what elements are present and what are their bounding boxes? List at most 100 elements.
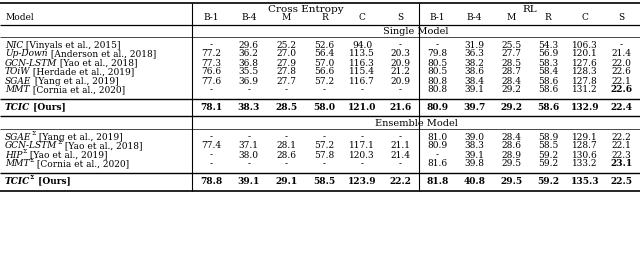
Text: 28.5: 28.5 (276, 102, 298, 112)
Text: 78.8: 78.8 (200, 176, 222, 185)
Text: [Vinyals et al., 2015]: [Vinyals et al., 2015] (23, 41, 121, 50)
Text: 123.9: 123.9 (348, 176, 376, 185)
Text: 35.5: 35.5 (239, 67, 259, 76)
Text: 22.6: 22.6 (611, 85, 633, 95)
Text: Σ: Σ (29, 158, 34, 163)
Text: 59.2: 59.2 (538, 150, 558, 159)
Text: 37.1: 37.1 (239, 141, 259, 150)
Text: SGAE: SGAE (5, 133, 31, 141)
Text: [Yao et al., 2019]: [Yao et al., 2019] (27, 150, 108, 159)
Text: 27.8: 27.8 (276, 67, 296, 76)
Text: 76.6: 76.6 (201, 67, 221, 76)
Text: 38.4: 38.4 (464, 76, 484, 85)
Text: [Ours]: [Ours] (30, 102, 66, 112)
Text: -: - (620, 41, 623, 50)
Text: -: - (209, 133, 212, 141)
Text: 121.0: 121.0 (348, 102, 376, 112)
Text: -: - (361, 159, 364, 169)
Text: Ensemble Model: Ensemble Model (374, 118, 458, 127)
Text: 22.2: 22.2 (612, 133, 632, 141)
Text: 120.3: 120.3 (349, 150, 375, 159)
Text: GCN-LSTM: GCN-LSTM (5, 59, 58, 67)
Text: -: - (399, 85, 401, 95)
Text: 22.3: 22.3 (612, 150, 632, 159)
Text: [Herdade et al., 2019]: [Herdade et al., 2019] (31, 67, 135, 76)
Text: 29.5: 29.5 (501, 159, 521, 169)
Text: 39.8: 39.8 (464, 159, 484, 169)
Text: -: - (436, 41, 439, 50)
Text: 58.4: 58.4 (538, 67, 558, 76)
Text: 78.1: 78.1 (200, 102, 222, 112)
Text: 80.9: 80.9 (426, 102, 449, 112)
Text: 58.3: 58.3 (538, 59, 558, 67)
Text: S: S (618, 13, 625, 21)
Text: 25.2: 25.2 (276, 41, 296, 50)
Text: 81.0: 81.0 (428, 133, 447, 141)
Text: 127.6: 127.6 (572, 59, 598, 67)
Text: -: - (323, 159, 326, 169)
Text: 22.0: 22.0 (612, 59, 632, 67)
Text: 36.3: 36.3 (464, 50, 484, 59)
Text: 28.4: 28.4 (501, 76, 521, 85)
Text: 23.1: 23.1 (611, 159, 633, 169)
Text: 38.0: 38.0 (239, 150, 259, 159)
Text: TCIC: TCIC (5, 176, 30, 185)
Text: B-1: B-1 (203, 13, 219, 21)
Text: MMT: MMT (5, 85, 29, 95)
Text: M: M (506, 13, 516, 21)
Text: 132.9: 132.9 (570, 102, 599, 112)
Text: 59.2: 59.2 (537, 176, 559, 185)
Text: 58.5: 58.5 (314, 176, 335, 185)
Text: 28.7: 28.7 (501, 67, 521, 76)
Text: Σ: Σ (31, 131, 36, 136)
Text: 58.6: 58.6 (538, 85, 558, 95)
Text: 80.8: 80.8 (428, 85, 447, 95)
Text: 57.2: 57.2 (314, 141, 335, 150)
Text: 58.0: 58.0 (314, 102, 335, 112)
Text: 128.3: 128.3 (572, 67, 598, 76)
Text: TOiW: TOiW (5, 67, 31, 76)
Text: 21.4: 21.4 (612, 50, 632, 59)
Text: -: - (247, 85, 250, 95)
Text: 21.4: 21.4 (390, 150, 410, 159)
Text: NIC: NIC (5, 41, 23, 50)
Text: C: C (581, 13, 588, 21)
Text: [Yao et al., 2018]: [Yao et al., 2018] (58, 59, 138, 67)
Text: -: - (247, 133, 250, 141)
Text: -: - (285, 133, 288, 141)
Text: -: - (285, 85, 288, 95)
Text: 22.2: 22.2 (389, 176, 411, 185)
Text: [Yang et al., 2019]: [Yang et al., 2019] (36, 133, 122, 141)
Text: B-4: B-4 (241, 13, 257, 21)
Text: [Cornia et al., 2020]: [Cornia et al., 2020] (29, 85, 125, 95)
Text: 115.4: 115.4 (349, 67, 375, 76)
Text: 39.1: 39.1 (464, 85, 484, 95)
Text: -: - (209, 41, 212, 50)
Text: 117.1: 117.1 (349, 141, 375, 150)
Text: -: - (247, 159, 250, 169)
Text: 80.8: 80.8 (428, 76, 447, 85)
Text: 39.1: 39.1 (464, 150, 484, 159)
Text: Up-Down: Up-Down (5, 50, 47, 59)
Text: R: R (321, 13, 328, 21)
Text: 29.2: 29.2 (500, 102, 522, 112)
Text: [Cornia et al., 2020]: [Cornia et al., 2020] (34, 159, 129, 169)
Text: -: - (361, 85, 364, 95)
Text: 27.9: 27.9 (276, 59, 296, 67)
Text: Cross Entropy: Cross Entropy (268, 4, 343, 13)
Text: 57.2: 57.2 (314, 76, 335, 85)
Text: 56.4: 56.4 (314, 50, 335, 59)
Text: 20.9: 20.9 (390, 59, 410, 67)
Text: 80.9: 80.9 (428, 141, 447, 150)
Text: 22.1: 22.1 (612, 76, 632, 85)
Text: 31.9: 31.9 (464, 41, 484, 50)
Text: 77.4: 77.4 (201, 141, 221, 150)
Text: -: - (209, 150, 212, 159)
Text: 56.6: 56.6 (314, 67, 335, 76)
Text: 135.3: 135.3 (570, 176, 599, 185)
Text: 28.6: 28.6 (276, 150, 296, 159)
Text: 94.0: 94.0 (352, 41, 372, 50)
Text: 27.7: 27.7 (276, 76, 296, 85)
Text: [Anderson et al., 2018]: [Anderson et al., 2018] (47, 50, 156, 59)
Text: 58.5: 58.5 (538, 141, 558, 150)
